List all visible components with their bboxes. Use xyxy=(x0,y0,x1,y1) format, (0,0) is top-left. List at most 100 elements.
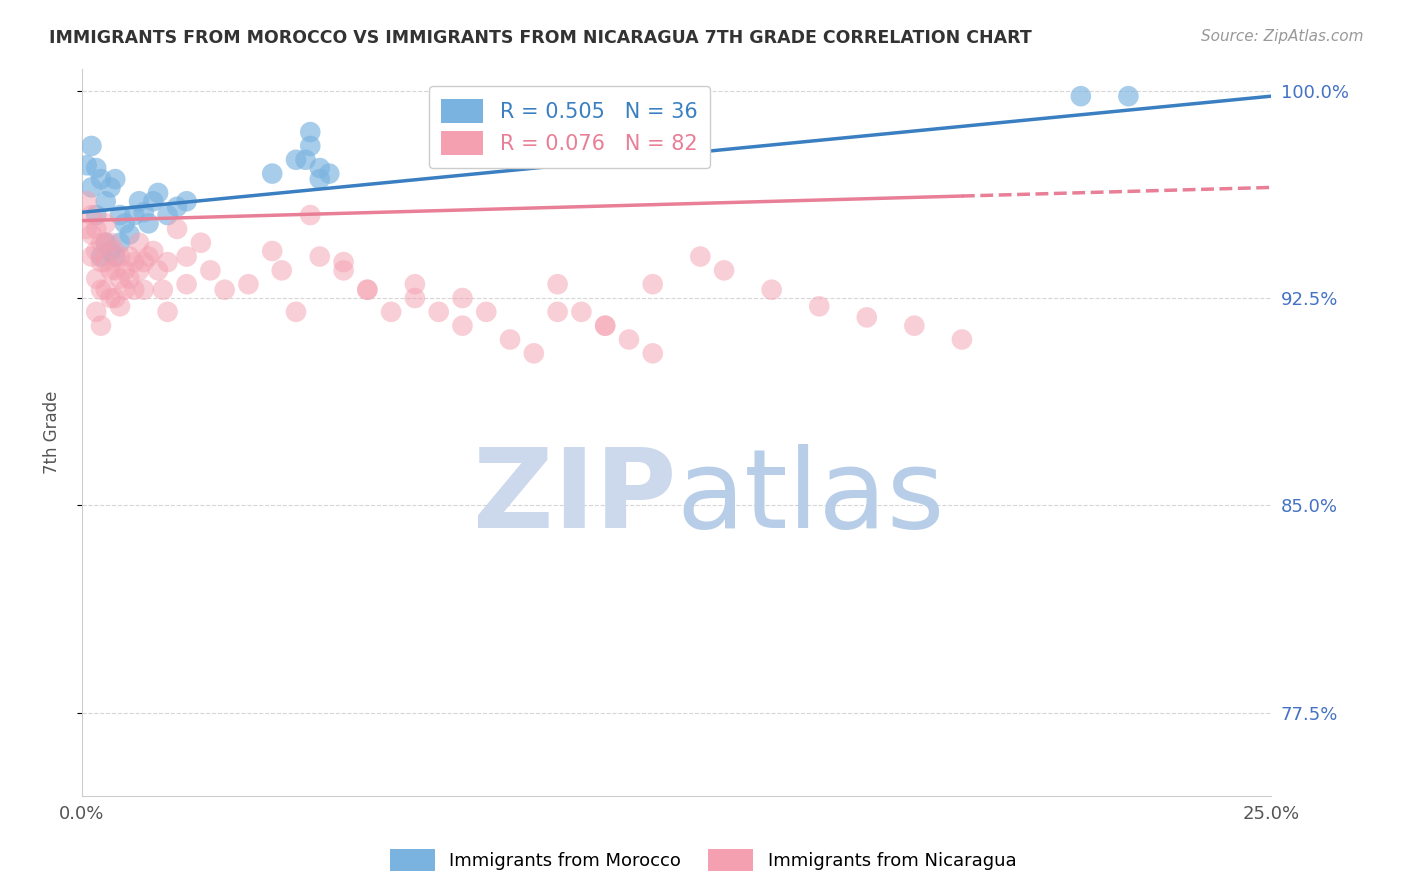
Point xyxy=(80,250,103,264)
Point xyxy=(124,283,146,297)
Point xyxy=(404,277,426,292)
Point xyxy=(84,305,107,319)
Point xyxy=(176,250,198,264)
Point xyxy=(108,271,131,285)
Point xyxy=(80,180,103,194)
Point xyxy=(114,283,136,297)
Point xyxy=(176,277,198,292)
Point xyxy=(262,167,284,181)
Point xyxy=(118,271,141,285)
Point xyxy=(903,318,925,333)
Point xyxy=(90,172,112,186)
Point xyxy=(108,299,131,313)
Text: Source: ZipAtlas.com: Source: ZipAtlas.com xyxy=(1201,29,1364,45)
Point xyxy=(90,250,112,264)
Point xyxy=(156,208,179,222)
Point xyxy=(152,283,174,297)
Point xyxy=(104,172,127,186)
Point xyxy=(451,318,474,333)
Point xyxy=(156,305,179,319)
Point xyxy=(308,250,330,264)
Point xyxy=(108,250,131,264)
Point xyxy=(166,200,188,214)
Point xyxy=(146,186,169,200)
Point xyxy=(90,235,112,250)
Point xyxy=(104,263,127,277)
Point xyxy=(90,318,112,333)
Text: ZIP: ZIP xyxy=(474,444,676,551)
Point xyxy=(299,208,322,222)
Legend: R = 0.505   N = 36, R = 0.076   N = 82: R = 0.505 N = 36, R = 0.076 N = 82 xyxy=(429,87,710,168)
Point xyxy=(132,283,155,297)
Point xyxy=(689,250,711,264)
Point xyxy=(108,208,131,222)
Point xyxy=(262,244,284,258)
Point xyxy=(100,235,122,250)
Point xyxy=(90,283,112,297)
Point xyxy=(761,283,783,297)
Point xyxy=(94,235,117,250)
Point xyxy=(128,263,150,277)
Point xyxy=(523,346,546,360)
Point xyxy=(571,305,593,319)
Point xyxy=(76,222,98,236)
Point xyxy=(200,263,222,277)
Point xyxy=(100,291,122,305)
Point xyxy=(156,255,179,269)
Point xyxy=(84,222,107,236)
Point xyxy=(108,235,131,250)
Point xyxy=(146,263,169,277)
Point xyxy=(114,263,136,277)
Point xyxy=(475,305,498,319)
Point xyxy=(332,255,354,269)
Point xyxy=(100,180,122,194)
Point xyxy=(132,255,155,269)
Point xyxy=(124,255,146,269)
Point xyxy=(294,153,316,167)
Point xyxy=(80,227,103,242)
Point xyxy=(100,244,122,258)
Point xyxy=(285,305,308,319)
Point xyxy=(76,158,98,172)
Point xyxy=(80,208,103,222)
Point xyxy=(299,125,322,139)
Point xyxy=(808,299,831,313)
Point xyxy=(404,291,426,305)
Point xyxy=(1118,89,1140,103)
Point xyxy=(104,244,127,258)
Legend: Immigrants from Morocco, Immigrants from Nicaragua: Immigrants from Morocco, Immigrants from… xyxy=(382,842,1024,879)
Point xyxy=(94,255,117,269)
Point xyxy=(318,167,340,181)
Point xyxy=(214,283,236,297)
Point xyxy=(499,333,522,347)
Point xyxy=(547,305,569,319)
Point xyxy=(332,263,354,277)
Point xyxy=(104,250,127,264)
Point xyxy=(94,216,117,230)
Point xyxy=(118,227,141,242)
Point xyxy=(1070,89,1092,103)
Point xyxy=(713,263,735,277)
Point xyxy=(84,208,107,222)
Point xyxy=(641,277,664,292)
Point xyxy=(270,263,292,277)
Point xyxy=(132,205,155,219)
Point xyxy=(427,305,450,319)
Text: IMMIGRANTS FROM MOROCCO VS IMMIGRANTS FROM NICARAGUA 7TH GRADE CORRELATION CHART: IMMIGRANTS FROM MOROCCO VS IMMIGRANTS FR… xyxy=(49,29,1032,47)
Point xyxy=(104,291,127,305)
Point xyxy=(84,161,107,175)
Point xyxy=(855,310,877,325)
Point xyxy=(94,194,117,209)
Point xyxy=(190,235,212,250)
Point xyxy=(124,208,146,222)
Point xyxy=(950,333,973,347)
Y-axis label: 7th Grade: 7th Grade xyxy=(44,391,60,474)
Point xyxy=(356,283,378,297)
Point xyxy=(593,318,616,333)
Point xyxy=(308,172,330,186)
Point xyxy=(617,333,640,347)
Point xyxy=(176,194,198,209)
Point xyxy=(100,263,122,277)
Point xyxy=(593,318,616,333)
Point xyxy=(94,235,117,250)
